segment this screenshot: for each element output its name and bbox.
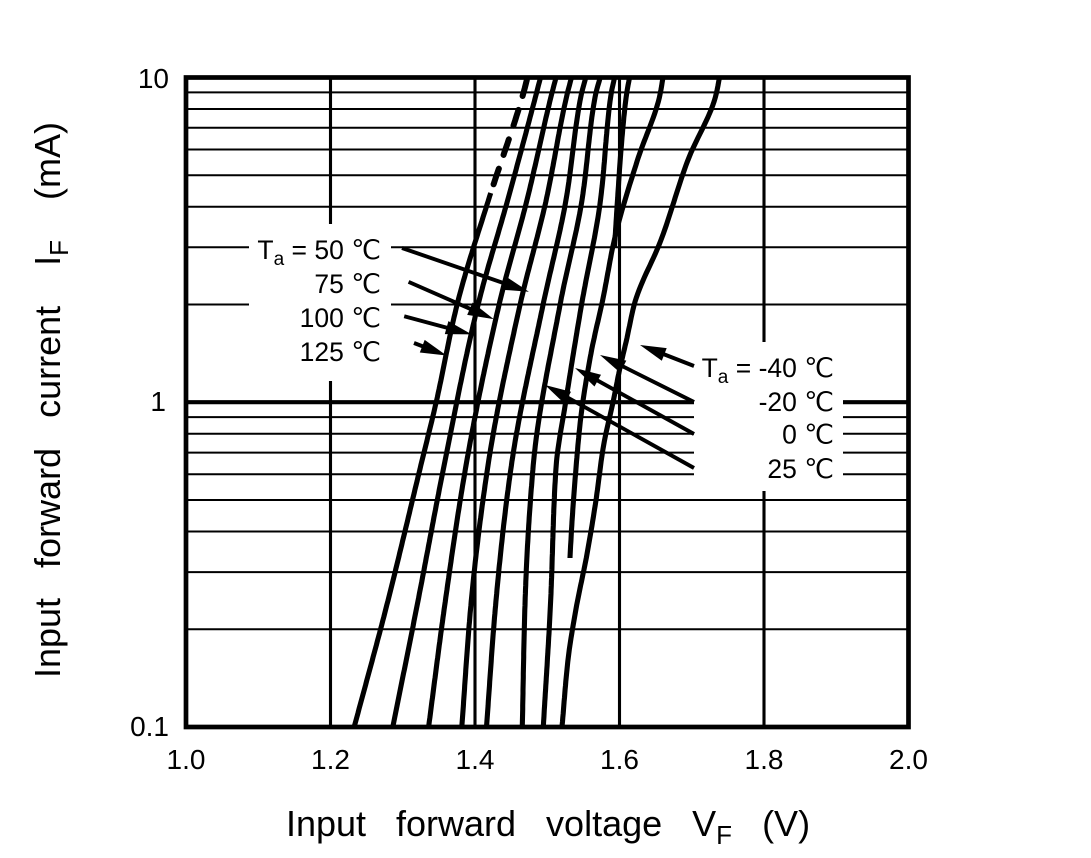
svg-text:1: 1 [150, 386, 166, 417]
svg-text:-20 ℃: -20 ℃ [759, 387, 834, 417]
svg-text:125 ℃: 125 ℃ [300, 337, 381, 367]
svg-text:100 ℃: 100 ℃ [300, 303, 381, 333]
svg-text:1.6: 1.6 [600, 744, 639, 775]
svg-text:2.0: 2.0 [889, 744, 928, 775]
svg-text:0.1: 0.1 [130, 711, 169, 742]
svg-text:0 ℃: 0 ℃ [782, 420, 834, 450]
svg-text:Input forward voltage VF: Input forward voltage VF (V) [286, 803, 810, 850]
svg-text:1.8: 1.8 [745, 744, 784, 775]
svg-text:Ta = -40 ℃: Ta = -40 ℃ [702, 353, 834, 388]
svg-text:25 ℃: 25 ℃ [767, 454, 834, 484]
svg-text:1.4: 1.4 [456, 744, 495, 775]
svg-text:10: 10 [138, 63, 169, 94]
svg-text:1.0: 1.0 [167, 744, 206, 775]
svg-text:75 ℃: 75 ℃ [314, 269, 381, 299]
svg-text:1.2: 1.2 [311, 744, 350, 775]
svg-text:Input forward current I: Input forward current IF (mA) [27, 122, 74, 678]
